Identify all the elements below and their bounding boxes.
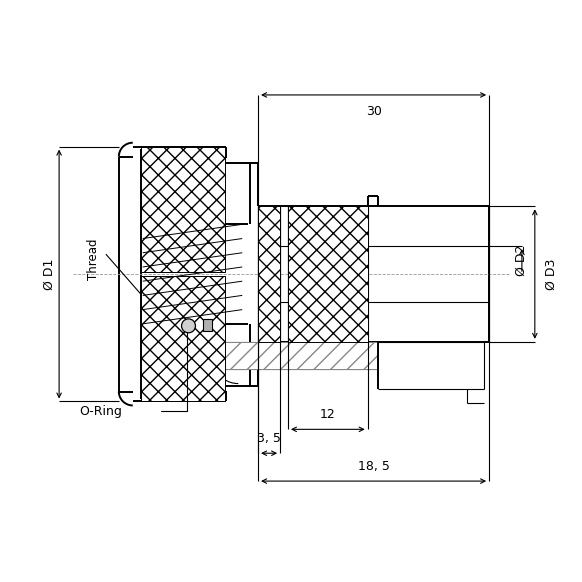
Bar xyxy=(218,342,378,368)
Circle shape xyxy=(182,319,196,333)
Text: O-Ring: O-Ring xyxy=(79,405,122,418)
Text: Ø D1: Ø D1 xyxy=(42,258,56,290)
Bar xyxy=(141,147,225,272)
Text: Thread: Thread xyxy=(87,239,101,280)
Text: Ø D2: Ø D2 xyxy=(515,244,528,276)
Text: 30: 30 xyxy=(365,105,382,118)
Text: 12: 12 xyxy=(320,409,336,421)
Bar xyxy=(288,207,368,342)
Text: Ø D3: Ø D3 xyxy=(545,258,558,290)
Bar xyxy=(258,207,280,342)
Text: 3, 5: 3, 5 xyxy=(257,432,281,445)
Bar xyxy=(141,276,225,402)
Text: 18, 5: 18, 5 xyxy=(358,460,389,473)
Bar xyxy=(204,319,212,331)
